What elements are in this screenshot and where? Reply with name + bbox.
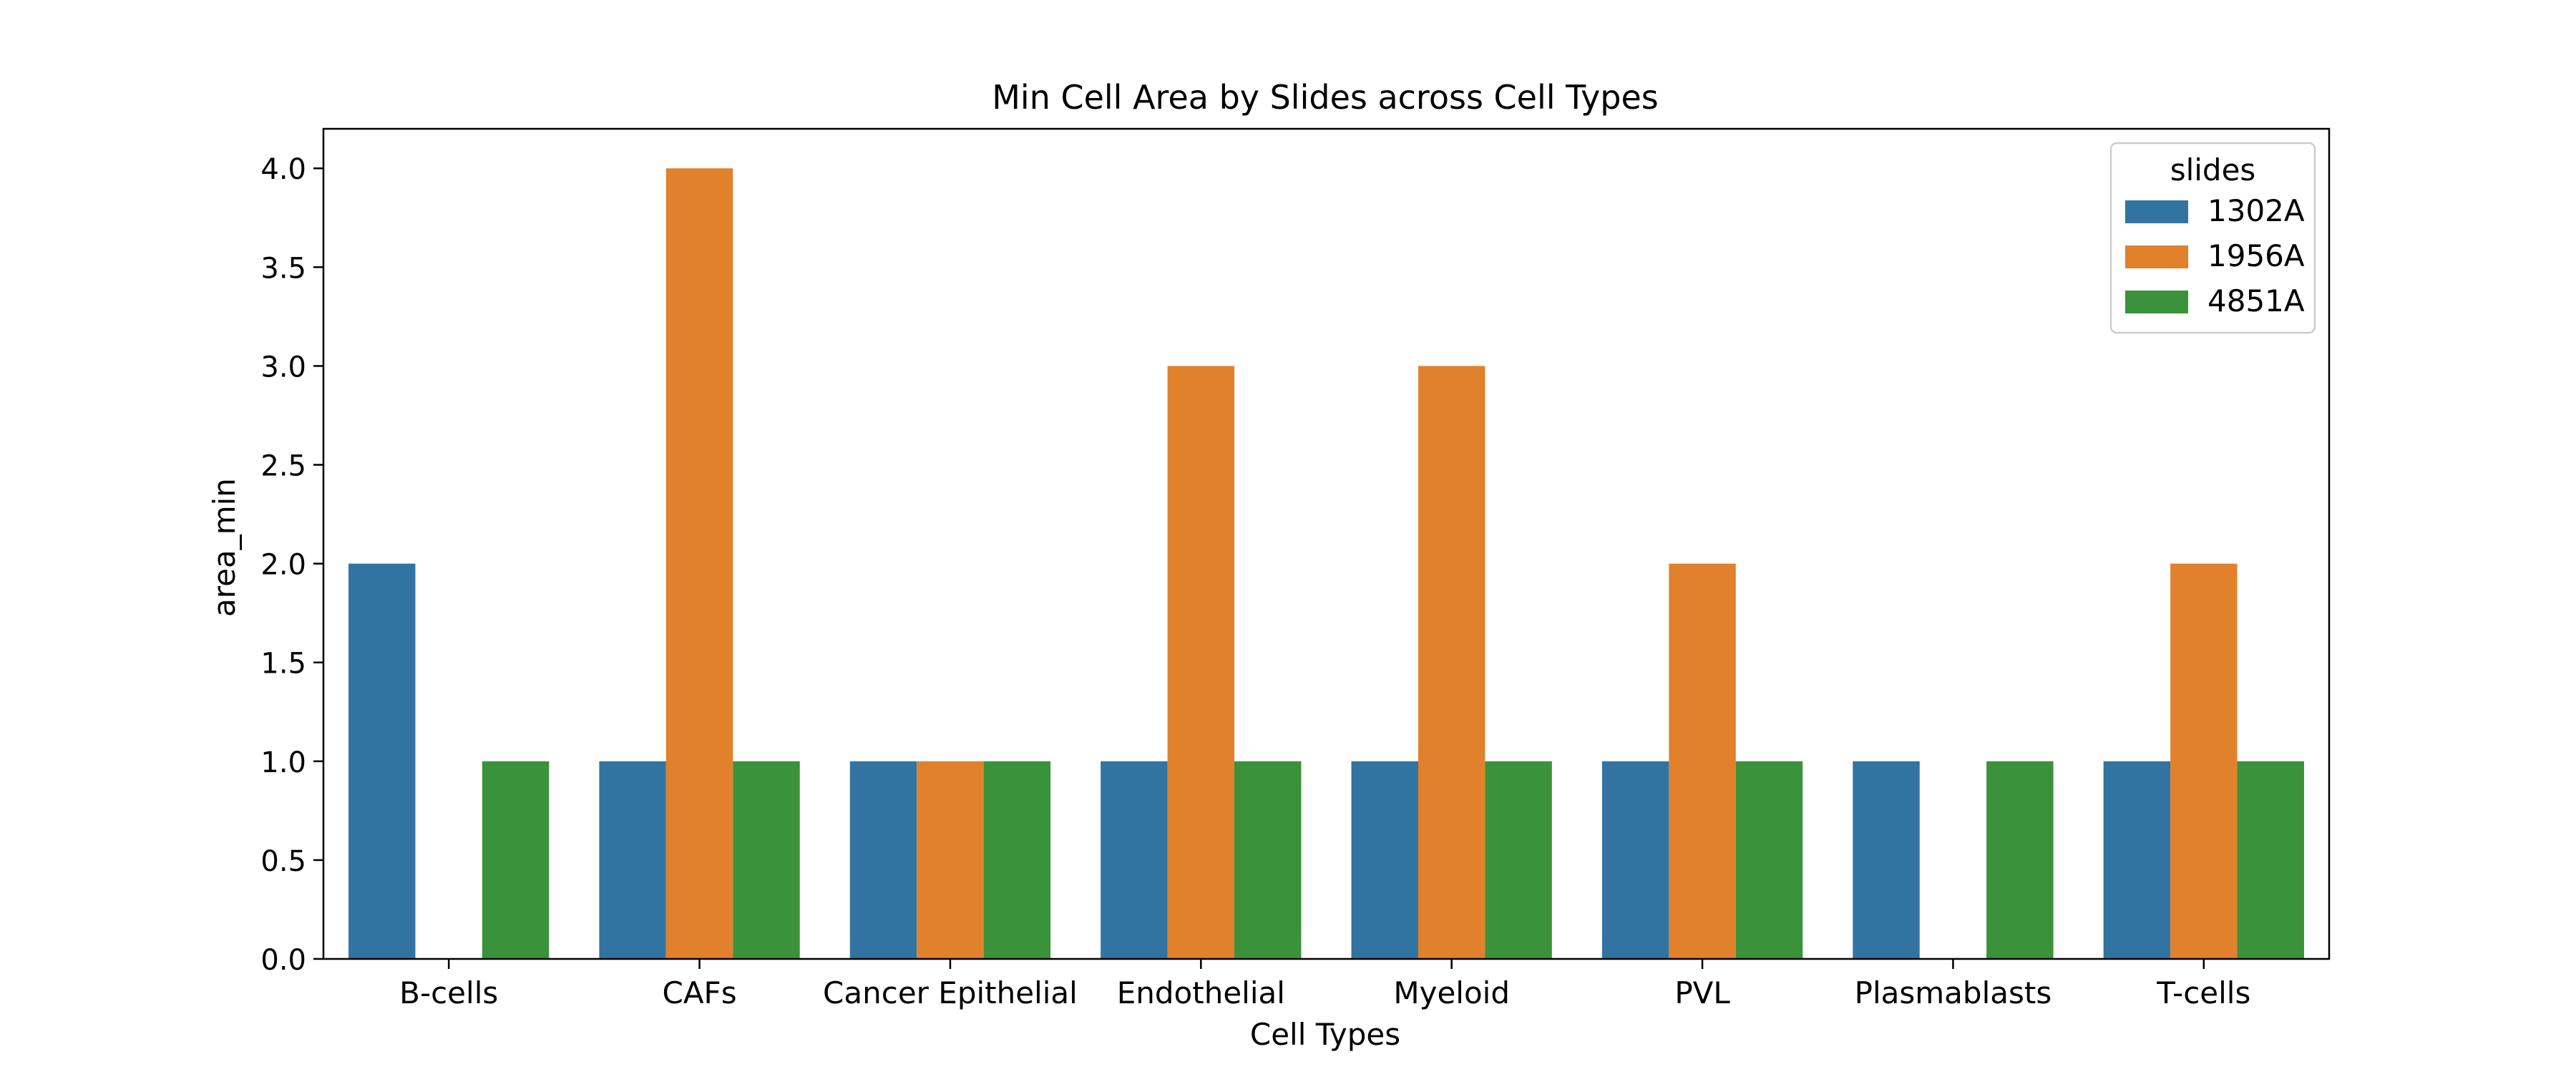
bar-1302A-endothelial	[1101, 761, 1168, 959]
bar-1956A-pvl	[1669, 563, 1736, 959]
bars-layer	[348, 168, 2304, 960]
axes-layer: 0.0 0.5 1.0 1.5 2.0 2.5 3.0 3.5 4.0 B-cells CAFs Ca…	[260, 127, 2331, 1010]
y-tick-label: 1.0	[260, 746, 306, 779]
y-tick-label: 3.0	[260, 351, 306, 384]
x-tick-label: Myeloid	[1393, 975, 1510, 1010]
bar-1956A-myeloid	[1418, 366, 1485, 959]
plot-frame	[322, 127, 2331, 960]
bar-4851A-cancer-epithelial	[983, 761, 1051, 959]
x-tick-label: Plasmablasts	[1855, 975, 2052, 1010]
chart-title: Min Cell Area by Slides across Cell Type…	[992, 78, 1659, 117]
x-tick-label: PVL	[1674, 975, 1730, 1010]
y-tick-label: 0.0	[260, 944, 306, 977]
bar-1302A-cancer-epithelial	[849, 761, 917, 959]
bar-4851A-pvl	[1735, 761, 1803, 959]
legend-frame	[2109, 142, 2316, 334]
legend-swatch-1956A	[2125, 245, 2188, 268]
bar-4851A-endothelial	[1234, 761, 1302, 959]
legend-swatch-4851A	[2125, 291, 2188, 313]
bar-1956A-t-cells	[2170, 563, 2238, 959]
y-tick-label: 2.0	[260, 549, 306, 582]
x-axis-label: Cell Types	[1250, 1017, 1400, 1052]
bar-1956A-endothelial	[1167, 366, 1235, 959]
x-tick-label: Endothelial	[1117, 975, 1285, 1010]
bar-1302A-t-cells	[2103, 761, 2171, 959]
legend: slides 1302A 1956A 4851A	[2109, 142, 2316, 334]
y-tick-label: 1.5	[260, 648, 306, 681]
y-tick-label: 3.5	[260, 252, 306, 285]
bar-1302A-plasmablasts	[1853, 761, 1920, 959]
y-axis-label: area_min	[207, 478, 242, 617]
x-tick-label: T-cells	[2156, 975, 2250, 1010]
y-tick-label: 0.5	[260, 845, 306, 878]
legend-label-1302A: 1302A	[2207, 193, 2305, 228]
bar-4851A-t-cells	[2237, 761, 2304, 959]
y-tick-label: 2.5	[260, 450, 306, 483]
bar-1956A-cancer-epithelial	[917, 761, 984, 959]
x-tick-label: Cancer Epithelial	[823, 975, 1078, 1010]
legend-label-4851A: 4851A	[2207, 283, 2305, 318]
bar-4851A-b-cells	[482, 761, 550, 959]
x-tick-label: B-cells	[399, 975, 498, 1010]
bar-4851A-cafs	[733, 761, 800, 959]
bar-1302A-pvl	[1601, 761, 1669, 959]
legend-swatch-1302A	[2125, 200, 2188, 223]
bar-4851A-plasmablasts	[1986, 761, 2054, 959]
bar-1302A-myeloid	[1351, 761, 1418, 959]
bar-4851A-myeloid	[1485, 761, 1552, 959]
legend-title: slides	[2170, 152, 2256, 187]
legend-label-1956A: 1956A	[2207, 238, 2305, 273]
bar-1956A-cafs	[665, 168, 733, 960]
y-tick-label: 4.0	[260, 153, 306, 186]
bar-1302A-b-cells	[348, 563, 416, 959]
x-tick-label: CAFs	[663, 975, 737, 1010]
bar-1302A-cafs	[599, 761, 666, 959]
